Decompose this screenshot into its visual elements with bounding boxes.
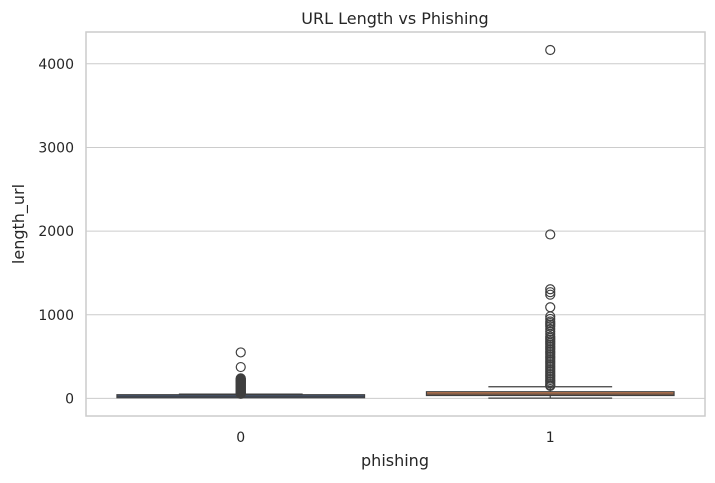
y-tick-label: 0 <box>65 391 74 407</box>
outlier-point-1 <box>545 380 556 391</box>
y-tick-label: 4000 <box>38 57 74 73</box>
y-tick-labels: 0 1000 2000 3000 4000 <box>38 57 74 408</box>
outlier-point-1 <box>545 321 556 332</box>
outlier-point-0 <box>235 347 246 358</box>
x-tick-label: 1 <box>546 430 555 446</box>
outlier-point-1 <box>545 311 556 322</box>
outlier-point-1 <box>545 284 556 295</box>
outlier-point-1 <box>545 326 556 337</box>
outlier-point-1 <box>545 289 556 300</box>
outlier-point-1 <box>545 313 556 325</box>
box-layer <box>116 386 675 399</box>
y-tick-label: 1000 <box>38 308 74 324</box>
outlier-point-0 <box>235 361 246 373</box>
axes-frame <box>85 31 706 417</box>
outlier-layer <box>235 44 556 399</box>
y-tick-label: 3000 <box>38 140 74 156</box>
outlier-point-0 <box>235 388 246 399</box>
chart-title: URL Length vs Phishing <box>301 9 488 28</box>
outlier-point-1 <box>545 44 556 56</box>
outlier-point-1 <box>545 287 556 298</box>
y-axis-label: length_url <box>9 184 29 264</box>
y-tick-label: 2000 <box>38 224 74 240</box>
outlier-point-1 <box>545 229 556 240</box>
outlier-point-1 <box>545 302 556 313</box>
x-axis-label: phishing <box>361 451 429 470</box>
x-tick-label: 0 <box>236 430 245 446</box>
grid-lines <box>86 63 705 399</box>
